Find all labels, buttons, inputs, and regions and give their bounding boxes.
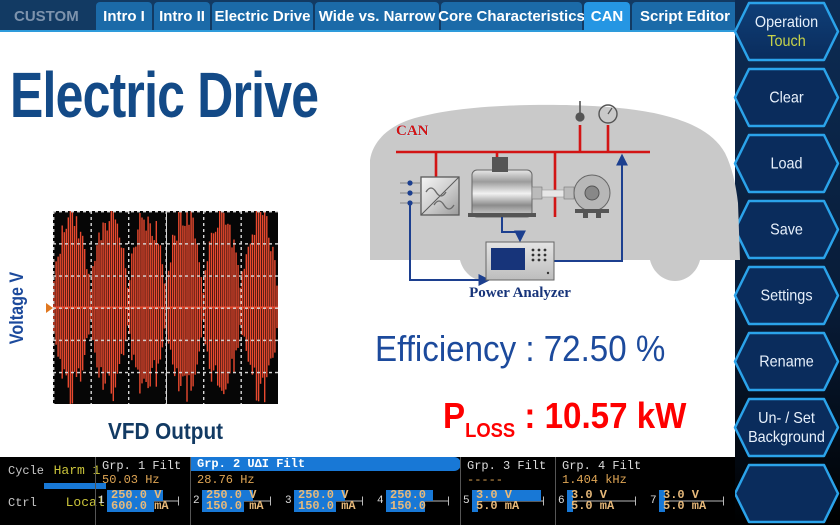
svg-text:Power Analyzer: Power Analyzer [469, 285, 571, 300]
svg-text:CAN: CAN [396, 123, 429, 139]
